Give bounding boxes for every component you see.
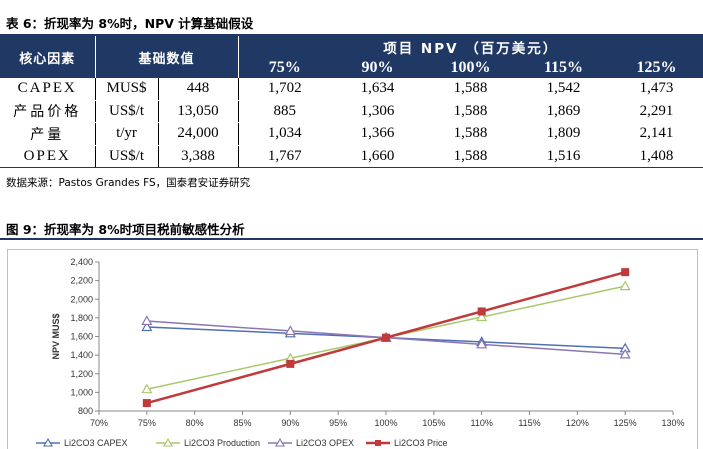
row-name: 产品价格 [0, 100, 95, 123]
header-pct: 100% [424, 58, 517, 78]
row-value: 13,050 [158, 100, 239, 123]
x-tick-label: 105% [422, 418, 445, 428]
row-unit: MUS$ [94, 78, 159, 101]
npv-cell: 1,588 [424, 145, 517, 168]
npv-cell: 1,588 [424, 122, 517, 146]
npv-cell: 1,306 [331, 100, 424, 123]
x-tick-label: 100% [374, 418, 397, 428]
y-tick-label: 2,000 [70, 294, 93, 304]
table-row: CAPEX MUS$ 448 1,702 1,634 1,588 1,542 1… [0, 78, 703, 101]
x-tick-label: 70% [90, 418, 108, 428]
x-tick-label: 95% [329, 418, 347, 428]
legend-label: Li2CO3 Production [184, 438, 260, 448]
row-name: OPEX [0, 145, 95, 168]
y-tick-label: 2,200 [70, 276, 93, 286]
npv-cell: 1,408 [610, 145, 703, 168]
header-pct: 90% [331, 58, 424, 78]
npv-cell: 1,034 [238, 122, 331, 146]
legend-label: Li2CO3 Price [394, 438, 448, 448]
sensitivity-table: 核心因素 基础数值 项目 NPV （百万美元） 75% 90% 100% 115… [0, 36, 703, 168]
x-tick-label: 110% [470, 418, 492, 428]
y-tick-label: 2,400 [70, 257, 93, 267]
figure-top-rule [0, 238, 703, 240]
data-point [477, 307, 486, 316]
table-row: OPEX US$/t 3,388 1,767 1,660 1,588 1,516… [0, 145, 703, 168]
header-key-factor: 核心因素 [0, 36, 96, 78]
data-point [476, 338, 488, 349]
header-base-value: 基础数值 [95, 36, 239, 78]
data-point [476, 311, 488, 322]
y-tick-label: 1,600 [70, 332, 93, 342]
npv-cell: 885 [238, 100, 331, 123]
row-unit: US$/t [94, 145, 159, 168]
data-point [142, 399, 151, 408]
data-point [141, 383, 153, 394]
x-tick-label: 120% [566, 418, 589, 428]
y-tick-label: 1,400 [70, 350, 93, 360]
data-point [286, 359, 295, 368]
data-point [382, 333, 390, 342]
npv-cell: 1,366 [331, 122, 424, 146]
data-point [141, 321, 153, 332]
legend-marker [275, 437, 285, 447]
y-axis-label: NPV MUS$ [51, 313, 61, 359]
data-point [284, 325, 296, 336]
y-tick-label: 800 [78, 406, 93, 416]
row-name: 产量 [0, 122, 95, 146]
npv-cell: 1,473 [610, 78, 703, 101]
sensitivity-line-chart: 800 1,000 1,200 1,400 1,600 1,800 2,000 2,200 2,… [36, 257, 685, 448]
npv-cell: 1,542 [517, 78, 610, 101]
x-tick-label: 125% [614, 418, 637, 428]
x-tick-label: 75% [138, 418, 156, 428]
data-point [621, 268, 630, 277]
y-tick-label: 1,200 [70, 369, 93, 379]
npv-cell: 1,809 [517, 122, 610, 146]
row-value: 3,388 [158, 145, 239, 168]
npv-cell: 1,702 [238, 78, 331, 101]
header-npv: 项目 NPV （百万美元） [238, 36, 703, 58]
x-tick-label: 80% [186, 418, 204, 428]
row-value: 448 [158, 78, 239, 101]
y-tick-label: 1,000 [70, 387, 93, 397]
npv-cell: 1,588 [424, 100, 517, 123]
x-tick-label: 115% [518, 418, 540, 428]
legend-label: Li2CO3 OPEX [296, 438, 354, 448]
row-unit: US$/t [94, 100, 159, 123]
row-name: CAPEX [0, 78, 95, 101]
header-pct: 75% [238, 58, 331, 78]
chart-container: 800 1,000 1,200 1,400 1,600 1,800 2,000 2,200 2,… [7, 249, 698, 449]
x-tick-label: 85% [233, 418, 251, 428]
npv-cell: 2,291 [610, 100, 703, 123]
npv-cell: 1,588 [424, 78, 517, 101]
table-row: 产品价格 US$/t 13,050 885 1,306 1,588 1,869 … [0, 100, 703, 123]
npv-cell: 2,141 [610, 122, 703, 146]
table-row: 产量 t/yr 24,000 1,034 1,366 1,588 1,809 2… [0, 122, 703, 146]
y-tick-label: 1,800 [70, 313, 93, 323]
data-point [619, 348, 631, 359]
npv-cell: 1,869 [517, 100, 610, 123]
row-value: 24,000 [158, 122, 239, 146]
x-tick-label: 90% [281, 418, 299, 428]
legend-label: Li2CO3 CAPEX [64, 438, 128, 448]
table-caption: 表 6：折现率为 8%时，NPV 计算基础假设 [6, 16, 254, 31]
x-tick-label: 130% [661, 418, 684, 428]
legend-marker [163, 437, 173, 447]
npv-cell: 1,634 [331, 78, 424, 101]
source-note: 数据来源：Pastos Grandes FS，国泰君安证券研究 [6, 177, 251, 189]
legend-marker [375, 440, 381, 446]
figure-caption: 图 9：折现率为 8%时项目税前敏感性分析 [6, 222, 245, 237]
table-top-rule [0, 34, 703, 36]
npv-cell: 1,516 [517, 145, 610, 168]
header-pct: 115% [517, 58, 610, 78]
legend-marker [43, 437, 53, 447]
npv-cell: 1,660 [331, 145, 424, 168]
header-pct: 125% [610, 58, 703, 78]
data-point [619, 280, 631, 291]
row-unit: t/yr [94, 122, 159, 146]
npv-cell: 1,767 [238, 145, 331, 168]
data-point [141, 315, 153, 326]
